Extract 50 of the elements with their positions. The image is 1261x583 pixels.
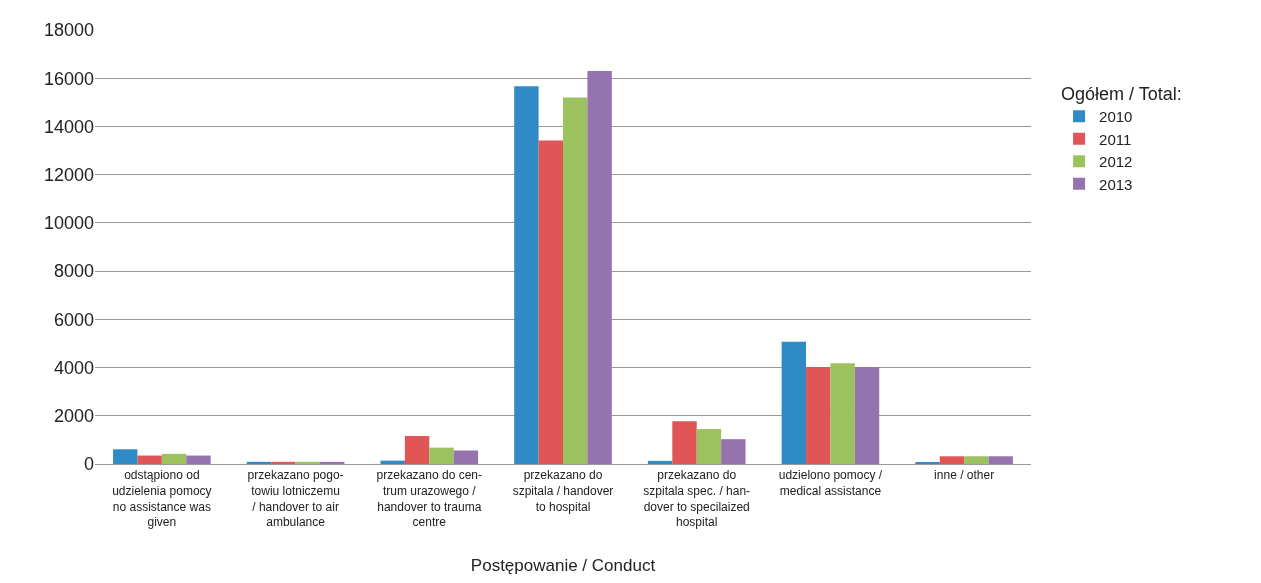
legend-label: 2012 xyxy=(1099,153,1133,170)
legend-title: Ogółem / Total: xyxy=(1061,83,1182,104)
bar xyxy=(781,341,807,464)
y-tick-label: 8000 xyxy=(53,261,94,282)
bar xyxy=(186,455,211,464)
bar xyxy=(672,421,697,464)
bar xyxy=(161,453,187,464)
y-tick-label: 4000 xyxy=(53,357,94,378)
bar xyxy=(538,140,563,464)
bar xyxy=(137,455,162,464)
legend-label: 2013 xyxy=(1099,175,1133,193)
bar xyxy=(514,86,539,464)
bar xyxy=(246,461,272,464)
legend-label: 2010 xyxy=(1099,108,1133,125)
y-tick-label: 0 xyxy=(83,454,94,475)
x-axis-title: Postępowanie / Conduct xyxy=(470,555,656,575)
bar xyxy=(854,367,880,464)
bar xyxy=(453,450,479,464)
bar xyxy=(587,70,612,464)
bar xyxy=(380,460,405,464)
x-tick-label: odstąpiono od udzielenia pomocy no assistance was given xyxy=(112,468,212,530)
bar xyxy=(964,456,989,464)
legend-label: 2011 xyxy=(1099,130,1132,148)
bar xyxy=(988,456,1013,464)
bar xyxy=(696,429,722,464)
x-tick-label: udzielono pomocy / medical assistance xyxy=(778,468,883,498)
bar xyxy=(404,436,430,464)
bar xyxy=(271,461,296,464)
x-tick-label: przekazano do szpitala / handover to hospital xyxy=(512,468,614,514)
bar xyxy=(563,97,588,464)
bar xyxy=(806,367,831,464)
y-tick-label: 12000 xyxy=(43,164,94,185)
bar xyxy=(647,460,673,464)
bar xyxy=(319,461,345,464)
bar xyxy=(939,456,965,464)
bar xyxy=(830,363,855,464)
x-tick-label: inne / other xyxy=(934,468,995,483)
bar xyxy=(721,439,746,464)
bar xyxy=(429,447,454,464)
y-tick-label: 14000 xyxy=(43,116,94,137)
y-tick-label: 18000 xyxy=(43,20,94,41)
x-tick-label: przekazano do szpitala spec. / han- dover to specilaized hospital xyxy=(643,468,751,530)
y-tick-label: 10000 xyxy=(43,213,94,234)
y-tick-label: 2000 xyxy=(53,406,94,427)
x-tick-label: przekazano do cen- trum urazowego / handover to trauma centre xyxy=(376,468,482,530)
bar xyxy=(113,449,138,464)
y-tick-label: 6000 xyxy=(53,309,94,330)
x-tick-label: przekazano pogo- towiu lotniczemu / handover to air ambulance xyxy=(247,468,344,530)
bar xyxy=(295,461,320,464)
y-tick-label: 16000 xyxy=(43,68,94,89)
